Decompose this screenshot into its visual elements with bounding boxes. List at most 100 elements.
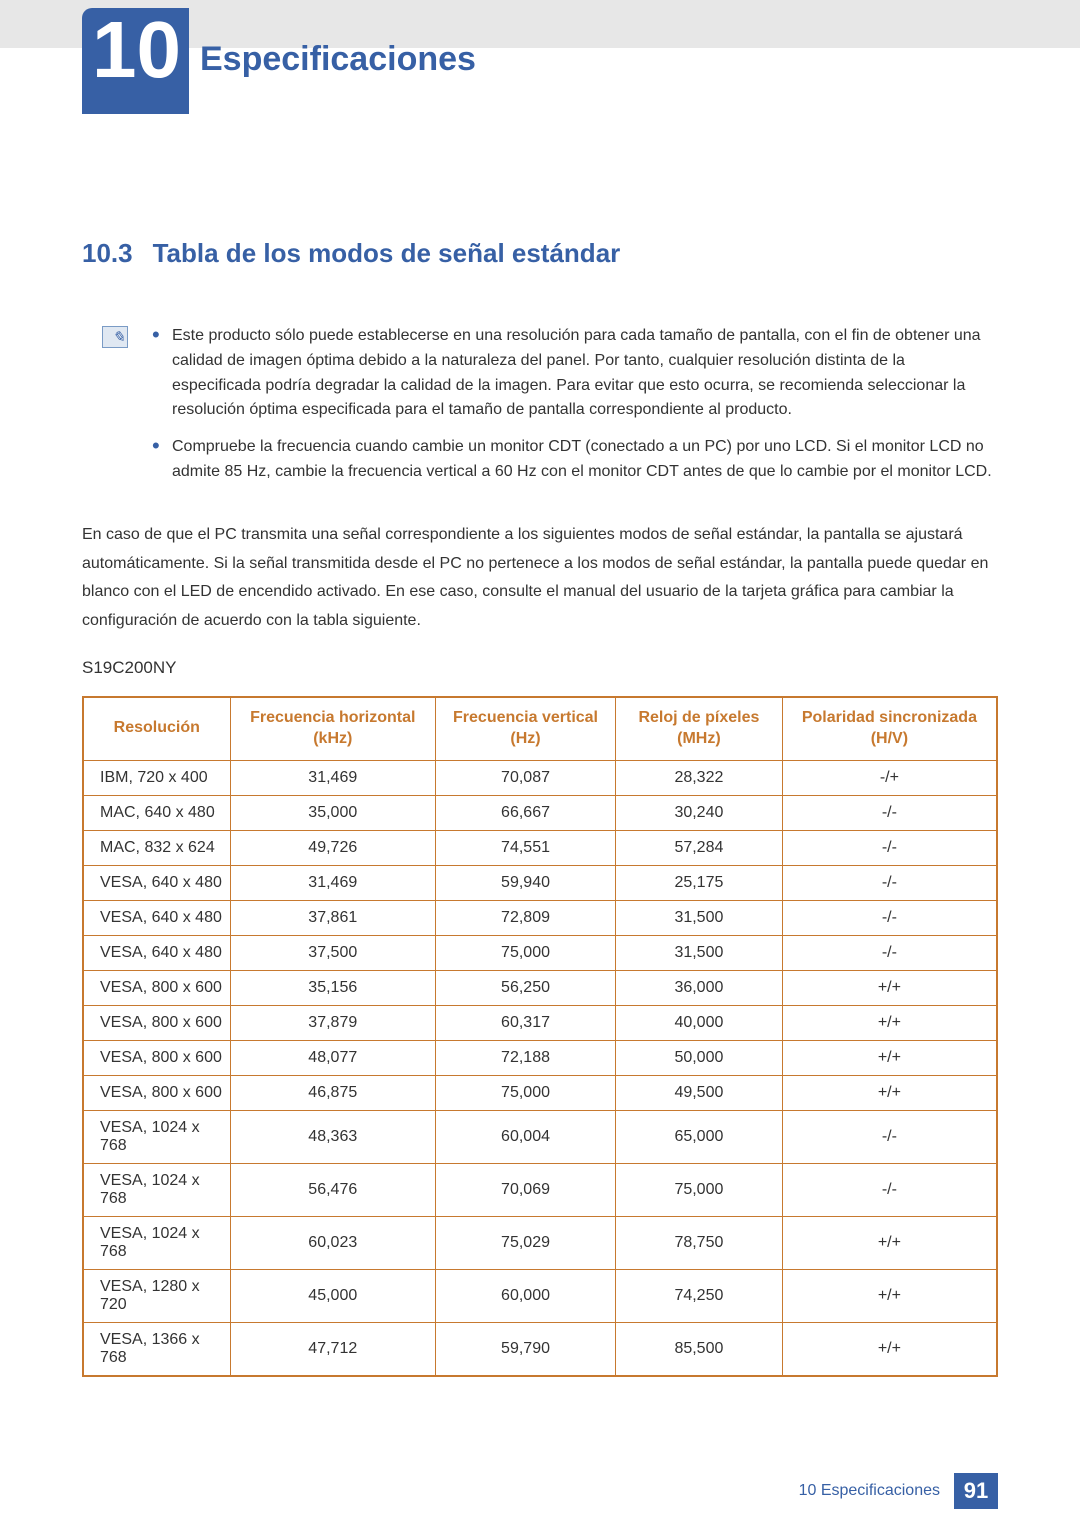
table-row: VESA, 1280 x 72045,00060,00074,250+/+ xyxy=(83,1269,997,1322)
chapter-title: Especificaciones xyxy=(200,40,476,79)
table-cell: 35,000 xyxy=(230,795,435,830)
table-row: VESA, 1024 x 76856,47670,06975,000-/- xyxy=(83,1163,997,1216)
table-cell: 49,726 xyxy=(230,830,435,865)
table-cell: 50,000 xyxy=(616,1040,783,1075)
table-row: VESA, 800 x 60048,07772,18850,000+/+ xyxy=(83,1040,997,1075)
table-cell: -/+ xyxy=(782,760,997,795)
col-polarity: Polaridad sincronizada (H/V) xyxy=(782,697,997,760)
table-row: VESA, 800 x 60046,87575,00049,500+/+ xyxy=(83,1075,997,1110)
model-label: S19C200NY xyxy=(82,658,998,678)
table-cell: 75,000 xyxy=(436,935,616,970)
table-cell: 72,809 xyxy=(436,900,616,935)
table-cell: 56,250 xyxy=(436,970,616,1005)
footer-label: 10 Especificaciones xyxy=(799,1473,954,1509)
table-cell: VESA, 1280 x 720 xyxy=(83,1269,230,1322)
table-cell: 65,000 xyxy=(616,1110,783,1163)
table-cell: 72,188 xyxy=(436,1040,616,1075)
table-cell: VESA, 640 x 480 xyxy=(83,935,230,970)
table-cell: 74,551 xyxy=(436,830,616,865)
chapter-number: 10 xyxy=(92,5,181,94)
section-heading: 10.3Tabla de los modos de señal estándar xyxy=(82,238,998,269)
table-cell: 75,000 xyxy=(616,1163,783,1216)
table-cell: VESA, 800 x 600 xyxy=(83,1040,230,1075)
chapter-badge: 10 xyxy=(82,8,189,114)
table-cell: VESA, 1024 x 768 xyxy=(83,1216,230,1269)
table-cell: 35,156 xyxy=(230,970,435,1005)
note-bullets: Este producto sólo puede establecerse en… xyxy=(152,324,998,497)
table-cell: VESA, 640 x 480 xyxy=(83,900,230,935)
table-cell: 31,500 xyxy=(616,900,783,935)
table-cell: -/- xyxy=(782,1110,997,1163)
table-cell: VESA, 800 x 600 xyxy=(83,970,230,1005)
page-footer: 10 Especificaciones 91 xyxy=(799,1473,998,1509)
table-row: IBM, 720 x 40031,46970,08728,322-/+ xyxy=(83,760,997,795)
table-cell: 36,000 xyxy=(616,970,783,1005)
table-cell: +/+ xyxy=(782,1005,997,1040)
table-row: VESA, 1366 x 76847,71259,79085,500+/+ xyxy=(83,1322,997,1376)
table-cell: -/- xyxy=(782,795,997,830)
table-cell: +/+ xyxy=(782,1075,997,1110)
table-cell: 57,284 xyxy=(616,830,783,865)
page-content: 10.3Tabla de los modos de señal estándar… xyxy=(0,48,1080,1377)
note-bullet: Compruebe la frecuencia cuando cambie un… xyxy=(152,435,998,485)
table-cell: 70,087 xyxy=(436,760,616,795)
table-cell: 75,029 xyxy=(436,1216,616,1269)
table-cell: MAC, 832 x 624 xyxy=(83,830,230,865)
table-cell: +/+ xyxy=(782,1216,997,1269)
table-cell: 37,879 xyxy=(230,1005,435,1040)
table-row: VESA, 1024 x 76860,02375,02978,750+/+ xyxy=(83,1216,997,1269)
col-hfreq: Frecuencia horizontal (kHz) xyxy=(230,697,435,760)
table-cell: 30,240 xyxy=(616,795,783,830)
table-cell: +/+ xyxy=(782,970,997,1005)
table-row: VESA, 640 x 48031,46959,94025,175-/- xyxy=(83,865,997,900)
table-cell: 47,712 xyxy=(230,1322,435,1376)
table-cell: 78,750 xyxy=(616,1216,783,1269)
table-row: MAC, 832 x 62449,72674,55157,284-/- xyxy=(83,830,997,865)
table-cell: VESA, 1024 x 768 xyxy=(83,1110,230,1163)
table-cell: 40,000 xyxy=(616,1005,783,1040)
table-cell: 60,317 xyxy=(436,1005,616,1040)
pencil-icon: ✎ xyxy=(102,326,128,348)
table-cell: 28,322 xyxy=(616,760,783,795)
page-number: 91 xyxy=(954,1473,998,1509)
table-row: VESA, 640 x 48037,86172,80931,500-/- xyxy=(83,900,997,935)
table-row: VESA, 640 x 48037,50075,00031,500-/- xyxy=(83,935,997,970)
table-cell: VESA, 640 x 480 xyxy=(83,865,230,900)
table-cell: VESA, 1366 x 768 xyxy=(83,1322,230,1376)
table-row: MAC, 640 x 48035,00066,66730,240-/- xyxy=(83,795,997,830)
table-cell: 85,500 xyxy=(616,1322,783,1376)
table-row: VESA, 800 x 60037,87960,31740,000+/+ xyxy=(83,1005,997,1040)
table-cell: 60,023 xyxy=(230,1216,435,1269)
table-cell: -/- xyxy=(782,900,997,935)
table-row: VESA, 800 x 60035,15656,25036,000+/+ xyxy=(83,970,997,1005)
table-row: VESA, 1024 x 76848,36360,00465,000-/- xyxy=(83,1110,997,1163)
table-cell: 60,004 xyxy=(436,1110,616,1163)
table-cell: MAC, 640 x 480 xyxy=(83,795,230,830)
table-cell: 37,500 xyxy=(230,935,435,970)
table-cell: -/- xyxy=(782,1163,997,1216)
table-cell: 49,500 xyxy=(616,1075,783,1110)
table-cell: 45,000 xyxy=(230,1269,435,1322)
table-cell: VESA, 800 x 600 xyxy=(83,1075,230,1110)
intro-paragraph: En caso de que el PC transmita una señal… xyxy=(82,521,998,636)
table-cell: VESA, 800 x 600 xyxy=(83,1005,230,1040)
table-cell: 46,875 xyxy=(230,1075,435,1110)
table-cell: +/+ xyxy=(782,1269,997,1322)
table-cell: +/+ xyxy=(782,1322,997,1376)
table-cell: 66,667 xyxy=(436,795,616,830)
table-cell: 56,476 xyxy=(230,1163,435,1216)
table-cell: -/- xyxy=(782,830,997,865)
table-cell: IBM, 720 x 400 xyxy=(83,760,230,795)
signal-mode-table: Resolución Frecuencia horizontal (kHz) F… xyxy=(82,696,998,1377)
table-cell: VESA, 1024 x 768 xyxy=(83,1163,230,1216)
table-cell: -/- xyxy=(782,865,997,900)
table-cell: 31,469 xyxy=(230,865,435,900)
table-cell: 37,861 xyxy=(230,900,435,935)
col-resolution: Resolución xyxy=(83,697,230,760)
col-pixelclock: Reloj de píxeles (MHz) xyxy=(616,697,783,760)
table-cell: 74,250 xyxy=(616,1269,783,1322)
table-cell: 31,500 xyxy=(616,935,783,970)
table-cell: 75,000 xyxy=(436,1075,616,1110)
note-bullet: Este producto sólo puede establecerse en… xyxy=(152,324,998,423)
table-cell: 48,077 xyxy=(230,1040,435,1075)
